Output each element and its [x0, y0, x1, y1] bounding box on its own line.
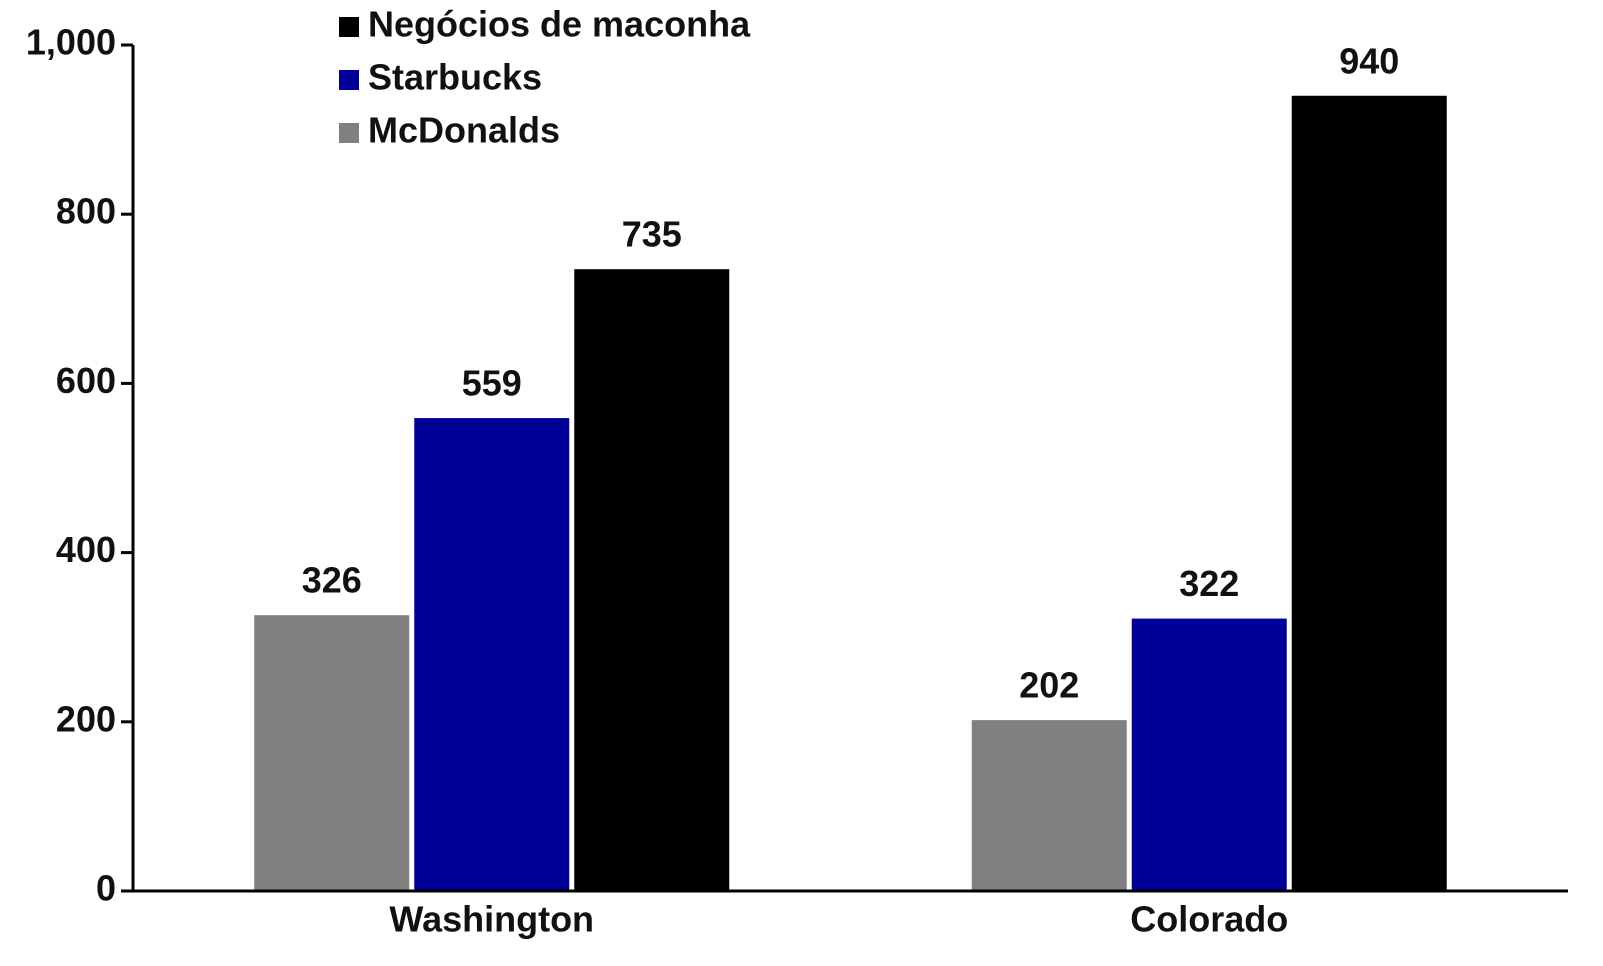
bar [1291, 95, 1447, 891]
legend-label: Negócios de maconha [368, 4, 751, 45]
y-tick-label: 1,000 [26, 22, 116, 63]
legend-label: McDonalds [368, 110, 560, 151]
bar [254, 615, 410, 891]
bar [574, 269, 730, 891]
bar [971, 720, 1127, 891]
legend-label: Starbucks [368, 57, 542, 98]
bar [1131, 618, 1287, 891]
y-tick-label: 0 [96, 868, 116, 909]
y-tick-label: 400 [56, 529, 116, 570]
legend-swatch [339, 70, 359, 90]
value-label: 322 [1179, 563, 1239, 604]
value-label: 326 [302, 560, 362, 601]
value-label: 735 [622, 214, 682, 255]
y-tick-label: 600 [56, 360, 116, 401]
value-label: 559 [462, 363, 522, 404]
legend-swatch [339, 17, 359, 37]
value-label: 940 [1339, 40, 1399, 81]
y-tick-label: 800 [56, 191, 116, 232]
bar [414, 418, 570, 891]
y-tick-label: 200 [56, 698, 116, 739]
x-tick-label: Colorado [1130, 899, 1288, 940]
value-label: 202 [1019, 665, 1079, 706]
legend-swatch [339, 123, 359, 143]
x-tick-label: Washington [389, 899, 594, 940]
